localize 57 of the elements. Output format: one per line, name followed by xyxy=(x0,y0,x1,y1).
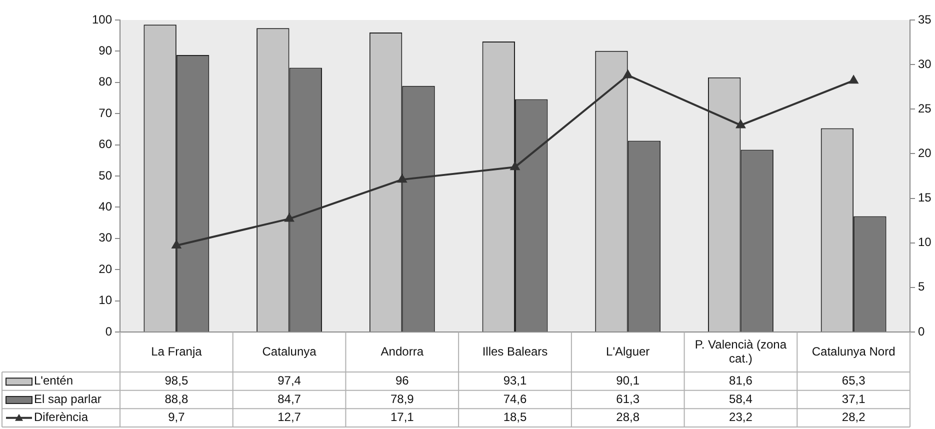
y2-tick-label: 0 xyxy=(918,324,925,338)
y2-tick-label: 15 xyxy=(918,190,932,205)
data-label: 9,7 xyxy=(168,410,186,424)
data-label: 28,8 xyxy=(616,410,640,424)
data-label: 58,4 xyxy=(729,392,753,406)
y-tick-label: 60 xyxy=(98,137,112,152)
y2-tick-label: 10 xyxy=(918,235,932,250)
y-tick-label: 100 xyxy=(92,12,112,26)
y2-tick-label: 5 xyxy=(918,280,925,294)
y2-tick-label: 30 xyxy=(918,56,932,71)
data-label: 84,7 xyxy=(278,392,302,406)
y-tick-label: 90 xyxy=(98,44,112,58)
y-tick-label: 10 xyxy=(98,293,112,308)
y-tick-label: 0 xyxy=(105,324,112,338)
x-tick-label: La Franja xyxy=(151,344,202,358)
x-tick-label: Andorra xyxy=(380,344,424,358)
y-tick-label: 80 xyxy=(98,74,112,89)
point xyxy=(849,76,858,84)
y-tick-label: 50 xyxy=(98,168,112,182)
y-tick-label: 30 xyxy=(98,230,112,245)
point xyxy=(398,174,407,183)
point xyxy=(284,214,294,222)
data-label: 23,2 xyxy=(729,410,753,424)
data-label: 18,5 xyxy=(503,410,527,424)
data-label: 78,9 xyxy=(390,392,414,406)
y-tick-label: 40 xyxy=(98,200,112,214)
data-label: 96 xyxy=(395,373,410,388)
point xyxy=(623,70,632,78)
data-label: 90,1 xyxy=(616,373,640,388)
data-label: 93,1 xyxy=(503,373,527,388)
data-label: 37,1 xyxy=(842,392,866,406)
point xyxy=(736,120,746,128)
data-label: 88,8 xyxy=(164,392,188,406)
legend-label: El sap parlar xyxy=(34,392,102,406)
data-label: 97,4 xyxy=(278,373,302,388)
data-label: 12,7 xyxy=(278,410,302,424)
x-tick-label: Catalunya Nord xyxy=(812,344,896,358)
data-label: 65,3 xyxy=(842,373,866,388)
y-tick-label: 20 xyxy=(98,262,112,276)
y-tick-label: 70 xyxy=(98,106,112,120)
data-label: 74,6 xyxy=(503,392,527,406)
legend-label: L'entén xyxy=(34,373,73,388)
x-tick-label: Illes Balears xyxy=(482,344,548,358)
data-label: 81,6 xyxy=(729,373,753,388)
point xyxy=(172,240,181,249)
x-tick-label: Catalunya xyxy=(262,344,317,358)
data-label: 98,5 xyxy=(164,373,188,388)
x-tick-label: P. Valencià (zona cat.) xyxy=(694,337,787,366)
data-label: 28,2 xyxy=(842,410,866,424)
y2-tick-label: 20 xyxy=(918,146,932,160)
x-tick-label: L'Alguer xyxy=(606,344,650,358)
y2-tick-label: 35 xyxy=(918,12,932,26)
legend-label: Diferència xyxy=(34,410,88,424)
point xyxy=(510,162,520,170)
data-label: 61,3 xyxy=(616,392,640,406)
y2-tick-label: 25 xyxy=(918,101,932,116)
data-label: 17,1 xyxy=(390,410,414,424)
